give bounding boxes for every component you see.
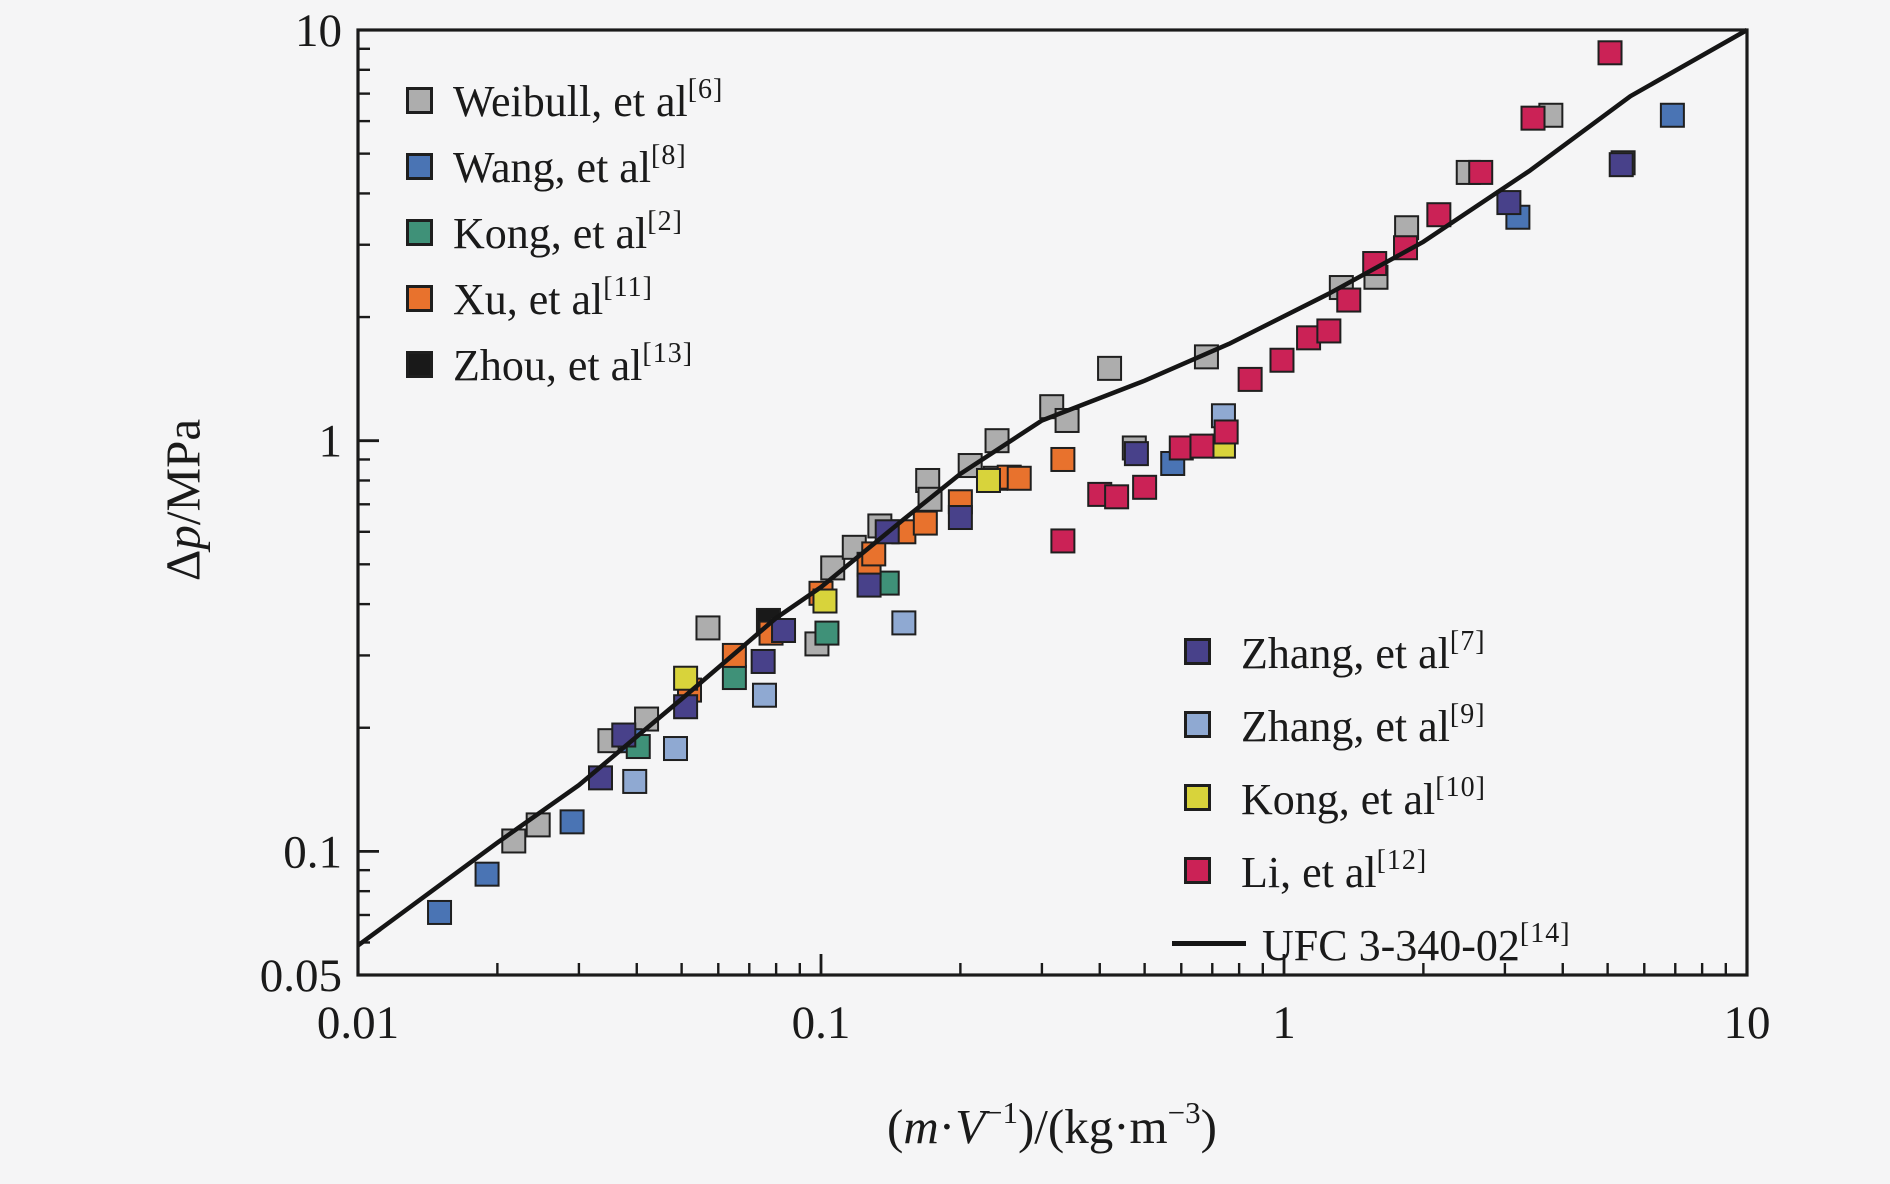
data-point-weibull	[695, 615, 721, 641]
x-tick-label: 0.1	[792, 997, 851, 1049]
data-point-li	[1426, 202, 1452, 228]
data-point-zhang7	[1496, 190, 1522, 216]
legend-item-zhou: Zhou, et al[13]	[406, 331, 723, 397]
data-point-li	[1050, 528, 1076, 554]
legend-ref: [6]	[687, 74, 724, 105]
data-point-zhang7	[673, 694, 699, 720]
legend-bottom-right: Zhang, et al[7] Zhang, et al[9] Kong, et…	[1172, 615, 1571, 980]
y-tick-label: 0.1	[283, 826, 342, 878]
data-point-zhang7	[750, 648, 776, 674]
data-point-wang	[474, 861, 500, 887]
data-point-zhang7	[1608, 152, 1634, 178]
legend-label: Zhang, et al	[1241, 701, 1450, 751]
legend-marker-xu	[406, 284, 433, 312]
data-point-kong2	[814, 620, 840, 646]
legend-ref: [2]	[647, 206, 683, 237]
legend-ref: [8]	[651, 140, 687, 171]
legend-item-ufc-line: UFC 3-340-02[14]	[1172, 907, 1571, 980]
data-point-zhang9	[751, 682, 777, 708]
data-point-kong10	[673, 665, 699, 691]
y-axis-title: Δp/MPa	[155, 418, 211, 582]
y-tick-label: 0.05	[260, 950, 342, 1002]
legend-marker-zhou	[406, 350, 433, 378]
data-point-zhang9	[662, 736, 688, 762]
legend-ref: [13]	[642, 338, 694, 369]
legend-label: Xu, et al	[453, 275, 604, 324]
data-point-zhang7	[1123, 441, 1149, 467]
legend-label: Wang, et al	[453, 143, 652, 192]
data-point-li	[1520, 105, 1546, 131]
ufc-reference-line	[356, 28, 1749, 948]
legend-item-li: Li, et al[12]	[1184, 834, 1571, 907]
data-point-li	[1468, 159, 1494, 185]
legend-item-weibull: Weibull, et al[6]	[406, 67, 723, 133]
legend-item-wang: Wang, et al[8]	[406, 133, 723, 199]
legend-marker-kong2	[406, 218, 433, 246]
legend-ref: [14]	[1519, 917, 1571, 949]
legend-marker-kong10	[1184, 784, 1211, 811]
data-point-zhang9	[622, 768, 648, 794]
x-tick-label: 10	[1724, 997, 1771, 1049]
legend-marker-li	[1184, 857, 1211, 884]
legend-ref: [11]	[603, 272, 653, 303]
data-point-li	[1168, 435, 1194, 461]
legend-ref: [7]	[1449, 625, 1486, 657]
data-point-li	[1269, 347, 1295, 373]
data-point-li	[1132, 474, 1158, 500]
x-tick-label: 0.01	[317, 997, 399, 1049]
data-point-zhang9	[891, 610, 917, 636]
data-point-li	[1213, 419, 1239, 445]
data-point-zhang7	[947, 505, 973, 531]
legend-item-kong10: Kong, et al[10]	[1184, 761, 1571, 834]
legend-label: Kong, et al	[453, 209, 648, 258]
data-point-li	[1597, 40, 1623, 66]
data-point-xu	[912, 510, 938, 536]
x-tick-label: 1	[1272, 997, 1296, 1049]
legend-top-left: Weibull, et al[6] Wang, et al[8] Kong, e…	[406, 67, 723, 397]
legend-marker-zhang9	[1184, 711, 1211, 738]
data-point-li	[1336, 287, 1362, 313]
legend-label: Zhang, et al	[1241, 628, 1450, 678]
data-point-wang	[427, 899, 453, 925]
data-point-wang	[1659, 102, 1685, 128]
data-point-kong10	[975, 467, 1001, 493]
data-point-wang	[559, 809, 585, 835]
data-point-weibull	[1097, 355, 1123, 381]
data-point-li	[1316, 318, 1342, 344]
legend-marker-weibull	[406, 86, 433, 114]
legend-label: Kong, et al	[1241, 774, 1436, 824]
legend-marker-ufc-line	[1172, 941, 1246, 946]
legend-item-zhang9: Zhang, et al[9]	[1184, 688, 1571, 761]
data-point-kong2	[721, 665, 747, 691]
legend-item-kong2: Kong, et al[2]	[406, 199, 723, 265]
legend-marker-wang	[406, 152, 433, 180]
data-point-li	[1189, 433, 1215, 459]
data-point-xu	[1006, 465, 1032, 491]
data-point-zhang7	[856, 572, 882, 598]
legend-label: Li, et al	[1241, 847, 1377, 897]
legend-label: Weibull, et al	[453, 77, 688, 126]
data-point-kong10	[812, 588, 838, 614]
y-tick-label: 10	[295, 5, 342, 57]
data-point-li	[1104, 484, 1130, 510]
plot-frame	[356, 28, 1749, 977]
data-point-xu	[1050, 446, 1076, 472]
data-point-zhang7	[771, 617, 797, 643]
legend-ref: [10]	[1435, 771, 1486, 803]
legend-ref: [12]	[1376, 844, 1428, 876]
data-point-li	[1237, 366, 1263, 392]
legend-item-zhang7: Zhang, et al[7]	[1184, 615, 1571, 688]
legend-marker-zhang7	[1184, 638, 1211, 665]
legend-item-xu: Xu, et al[11]	[406, 265, 723, 331]
legend-ref: [9]	[1449, 698, 1486, 730]
legend-label: UFC 3-340-02	[1262, 920, 1520, 970]
y-tick-label: 1	[319, 416, 343, 468]
legend-label: Zhou, et al	[453, 341, 643, 390]
x-axis-title: (m·V−1)/(kg·m−3)	[887, 1095, 1217, 1154]
